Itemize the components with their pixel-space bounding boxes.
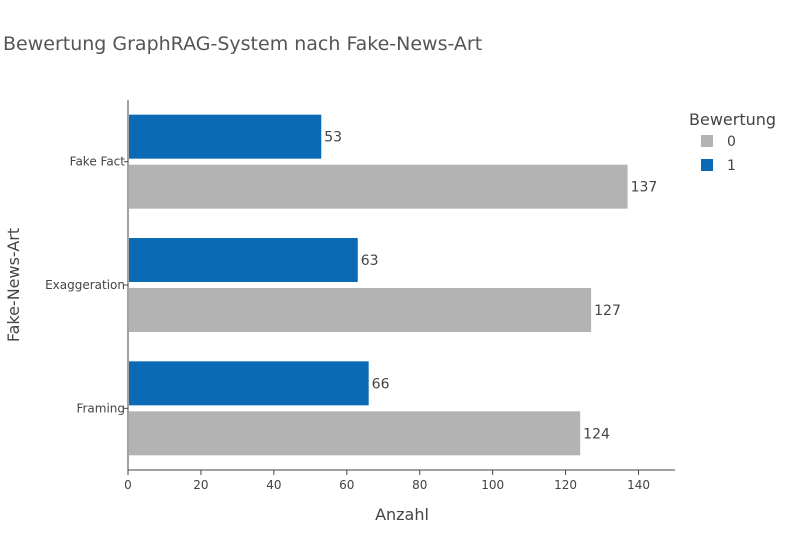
y-axis-title: Fake-News-Art xyxy=(4,228,23,342)
legend-item-label: 0 xyxy=(727,134,736,150)
y-tick-label: Fake Fact xyxy=(70,155,126,169)
x-tick-label: 20 xyxy=(193,478,208,492)
bar-value-label: 137 xyxy=(631,180,658,196)
legend: Bewertung 0 1 xyxy=(689,110,776,174)
bar xyxy=(129,288,592,332)
x-tick-label: 0 xyxy=(124,478,132,492)
bar xyxy=(129,361,369,406)
bar xyxy=(129,411,581,456)
bar-value-label: 66 xyxy=(372,376,390,392)
x-tick-label: 60 xyxy=(339,478,354,492)
bar-value-label: 53 xyxy=(324,130,342,146)
x-axis-title: Anzahl xyxy=(375,505,429,524)
x-tick-label: 120 xyxy=(554,478,577,492)
x-tick-label: 40 xyxy=(266,478,281,492)
chart-title: Bewertung GraphRAG-System nach Fake-News… xyxy=(3,33,482,55)
legend-item-label: 1 xyxy=(727,158,736,174)
y-tick-label: Exaggeration xyxy=(45,278,125,292)
legend-title: Bewertung xyxy=(689,110,776,129)
x-tick-label: 100 xyxy=(481,478,504,492)
bar-value-label: 63 xyxy=(361,253,379,269)
bar-value-label: 127 xyxy=(594,303,621,319)
x-tick-label: 140 xyxy=(627,478,650,492)
legend-swatch xyxy=(701,135,713,147)
bar-value-label: 124 xyxy=(583,426,610,442)
y-tick-label: Framing xyxy=(76,401,125,415)
bar xyxy=(129,164,628,209)
plot-area: 0 20 40 60 80 100 120 140 Fake Fact 53 137 Exaggera… xyxy=(45,100,675,492)
x-tick-label: 80 xyxy=(412,478,427,492)
bar xyxy=(129,114,322,159)
bar xyxy=(129,238,358,282)
legend-swatch xyxy=(701,159,713,171)
